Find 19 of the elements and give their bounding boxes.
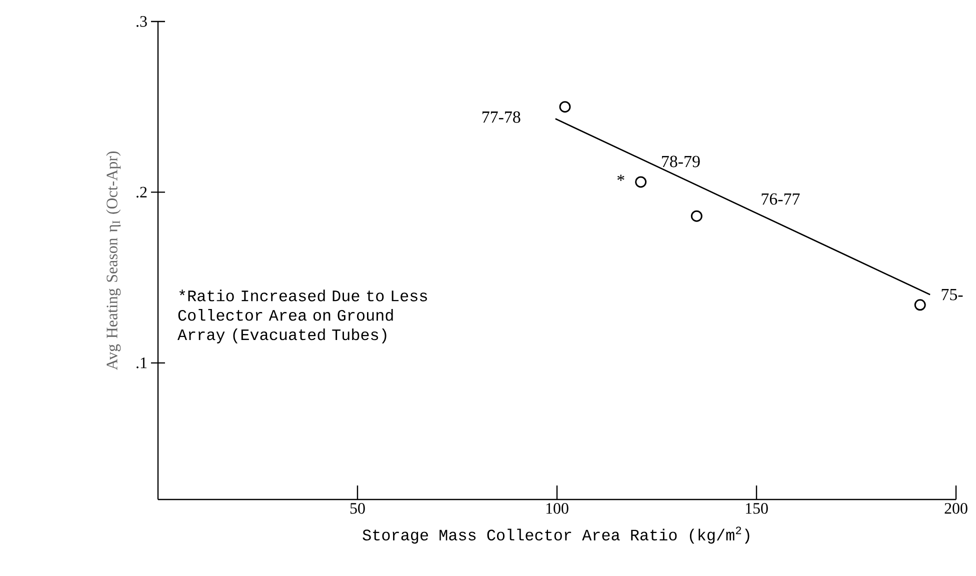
- y-tick-label: .1: [136, 358, 147, 368]
- y-axis-title: Avg Heating Season η$_{I}$ (Oct-Apr): [106, 151, 121, 370]
- annotation: *: [617, 174, 624, 181]
- annotation: 77-78: [482, 111, 520, 123]
- point: [690, 210, 702, 222]
- point: [559, 101, 571, 113]
- annotation: *Ratio Increased Due to Less Collector Area on Ground Array (Evacuated Tubes): [177, 290, 427, 344]
- annotation: 75-: [942, 289, 963, 300]
- annotation: 76-77: [762, 193, 800, 205]
- x-tick-label: 50: [350, 503, 365, 514]
- point: [914, 299, 926, 311]
- x-tick-label: 100: [546, 503, 568, 514]
- point: [635, 176, 647, 188]
- y-tick-label: .2: [136, 186, 147, 198]
- annotation: 78-79: [662, 156, 700, 168]
- x-tick-label: 200: [944, 503, 968, 514]
- x-axis-title: Storage Mass Collector Area Ratio (kg/m$^{2}$): [362, 526, 750, 544]
- y-tick-label: .3: [136, 16, 147, 27]
- x-tick-label: 150: [746, 503, 768, 514]
